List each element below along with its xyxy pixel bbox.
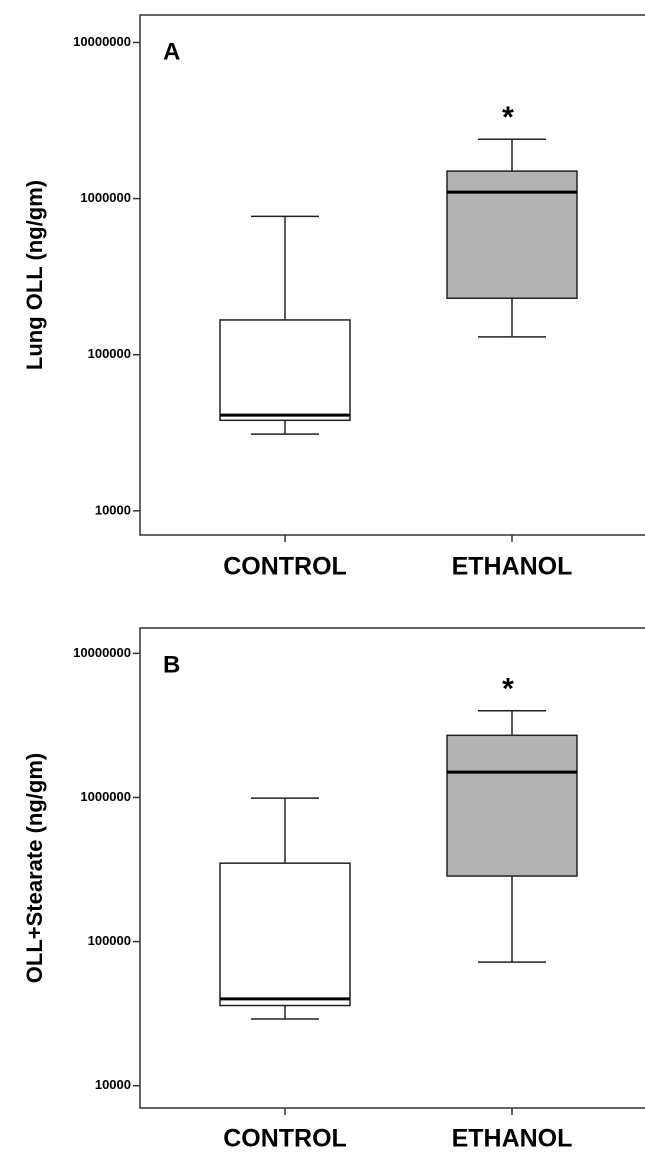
x-tick-label: CONTROL bbox=[223, 553, 347, 581]
y-tick-label: 100000 bbox=[88, 346, 131, 361]
y-tick-label: 10000000 bbox=[73, 645, 131, 660]
x-tick-label: CONTROL bbox=[223, 1125, 347, 1153]
chart-panel: 10000 100000 1000000 10000000 Lung OLL (ng/g… bbox=[22, 14, 645, 581]
panel-label: A bbox=[163, 38, 180, 65]
plot-frame bbox=[139, 14, 645, 536]
y-tick-label: 10000 bbox=[95, 1077, 131, 1092]
significance-marker: * bbox=[502, 673, 514, 706]
y-tick-label: 1000000 bbox=[80, 789, 131, 804]
y-axis-label: OLL+Stearate (ng/gm) bbox=[22, 753, 47, 983]
plot-frame bbox=[139, 627, 645, 1109]
box bbox=[219, 319, 351, 422]
y-tick-label: 100000 bbox=[88, 933, 131, 948]
box bbox=[219, 862, 351, 1007]
y-axis-label: Lung OLL (ng/gm) bbox=[22, 180, 47, 370]
y-tick-label: 1000000 bbox=[80, 190, 131, 205]
x-tick-label: ETHANOL bbox=[452, 553, 573, 581]
y-tick-label: 10000 bbox=[95, 502, 131, 517]
chart-panel: 10000 100000 1000000 10000000 OLL+Stearate (… bbox=[22, 627, 645, 1153]
box bbox=[446, 170, 578, 299]
significance-marker: * bbox=[502, 101, 514, 134]
y-tick-label: 10000000 bbox=[73, 34, 131, 49]
x-tick-label: ETHANOL bbox=[452, 1125, 573, 1153]
panel-label: B bbox=[163, 651, 180, 678]
box bbox=[446, 734, 578, 877]
